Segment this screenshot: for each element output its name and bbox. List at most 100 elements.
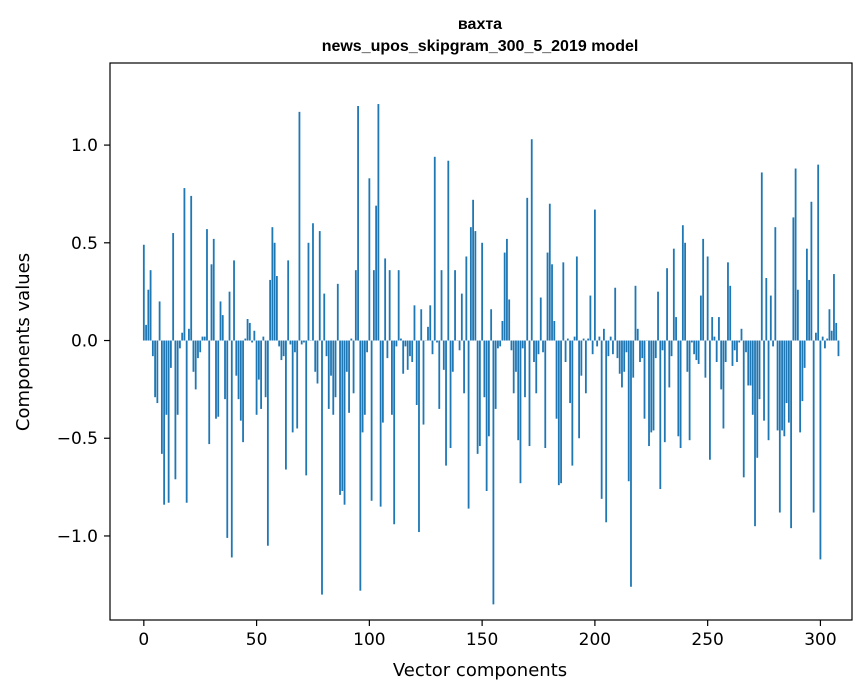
bar-component-138 [454,270,456,341]
bar-component-57 [271,227,274,341]
bar-component-284 [783,340,786,437]
bar-component-203 [600,340,603,499]
bar-component-209 [614,287,617,341]
bar-component-196 [584,340,587,394]
bar-component-264 [738,340,741,343]
bar-component-24 [197,340,199,359]
bar-component-288 [792,217,795,341]
bar-component-254 [715,340,718,363]
bar-component-169 [524,340,526,398]
bar-component-133 [442,340,445,370]
bar-component-26 [201,336,204,341]
bar-component-99 [366,340,368,353]
bar-component-296 [810,201,813,341]
bar-component-29 [208,340,211,445]
bar-component-183 [555,340,558,419]
bar-component-212 [621,340,623,388]
bar-component-27 [203,336,206,341]
x-tick-label: 50 [246,630,268,650]
bar-component-134 [445,340,447,466]
bar-component-34 [219,301,222,341]
bar-component-271 [754,340,756,527]
bar-component-61 [280,340,283,361]
bar-component-98 [363,340,366,415]
bar-component-149 [478,340,481,447]
bar-component-260 [729,285,732,341]
bar-component-155 [492,340,495,605]
bar-component-202 [598,336,601,341]
bar-component-73 [307,242,310,341]
x-axis: 0 50 100 150 200 250 300 [138,620,837,650]
bar-component-93 [352,340,355,394]
bar-component-77 [316,340,319,384]
bar-component-279 [772,340,774,347]
bar-component-103 [375,205,378,341]
bar-component-31 [212,238,215,341]
bar-component-91 [348,340,350,413]
bar-component-141 [460,293,463,341]
bar-component-90 [345,340,348,372]
bar-component-49 [253,330,256,341]
bar-component-107 [384,258,387,341]
bar-component-306 [833,274,835,341]
bar-component-154 [490,309,493,341]
bar-component-210 [616,340,619,359]
bar-component-274 [760,172,763,341]
bar-component-163 [510,340,513,351]
bar-component-252 [711,317,714,341]
bar-component-0 [142,244,145,341]
bar-component-124 [422,340,425,425]
bar-component-200 [593,209,596,341]
x-tick-label: 300 [804,630,836,650]
bar-component-109 [388,270,391,341]
bar-component-41 [235,340,238,376]
bar-component-194 [580,340,583,376]
bar-component-17 [181,332,184,341]
bar-component-219 [636,328,639,341]
bar-component-220 [639,340,641,363]
bar-component-44 [242,340,244,443]
x-tick-label: 200 [579,630,611,650]
chart-title-word: вахта [458,16,502,33]
bar-component-127 [429,305,432,341]
y-tick-label: −1.0 [57,527,98,547]
bar-component-180 [548,203,551,341]
bar-component-46 [246,319,249,341]
bar-component-205 [605,340,608,523]
bar-component-94 [354,270,357,341]
bar-component-9 [163,340,166,505]
bars-group [142,104,840,605]
bar-component-106 [381,340,384,423]
bar-component-15 [176,340,179,415]
bar-component-67 [294,340,296,353]
bar-component-192 [575,256,578,341]
bar-component-182 [553,320,556,341]
bar-component-236 [675,317,677,341]
bar-component-56 [269,279,272,341]
bar-component-283 [781,340,783,431]
x-tick-label: 100 [353,630,385,650]
bar-component-115 [402,340,405,374]
bar-component-140 [458,340,461,351]
y-tick-label: 0.0 [71,332,98,352]
bar-component-71 [303,340,305,343]
bar-component-295 [808,279,811,341]
bar-component-232 [666,268,668,341]
bar-component-105 [379,340,382,507]
bar-component-298 [815,332,817,341]
bar-component-261 [731,340,734,366]
x-tick-label: 0 [138,630,149,650]
bar-component-150 [481,242,484,341]
bar-component-101 [370,340,373,501]
bar-component-8 [160,340,163,454]
bar-component-62 [282,340,285,357]
bar-component-280 [774,227,777,341]
bar-component-300 [819,340,822,560]
bar-component-153 [487,340,490,437]
bar-component-226 [652,340,655,431]
bar-component-179 [546,252,549,341]
bar-component-217 [632,340,635,378]
bar-component-286 [787,340,790,423]
bar-component-39 [230,340,233,558]
